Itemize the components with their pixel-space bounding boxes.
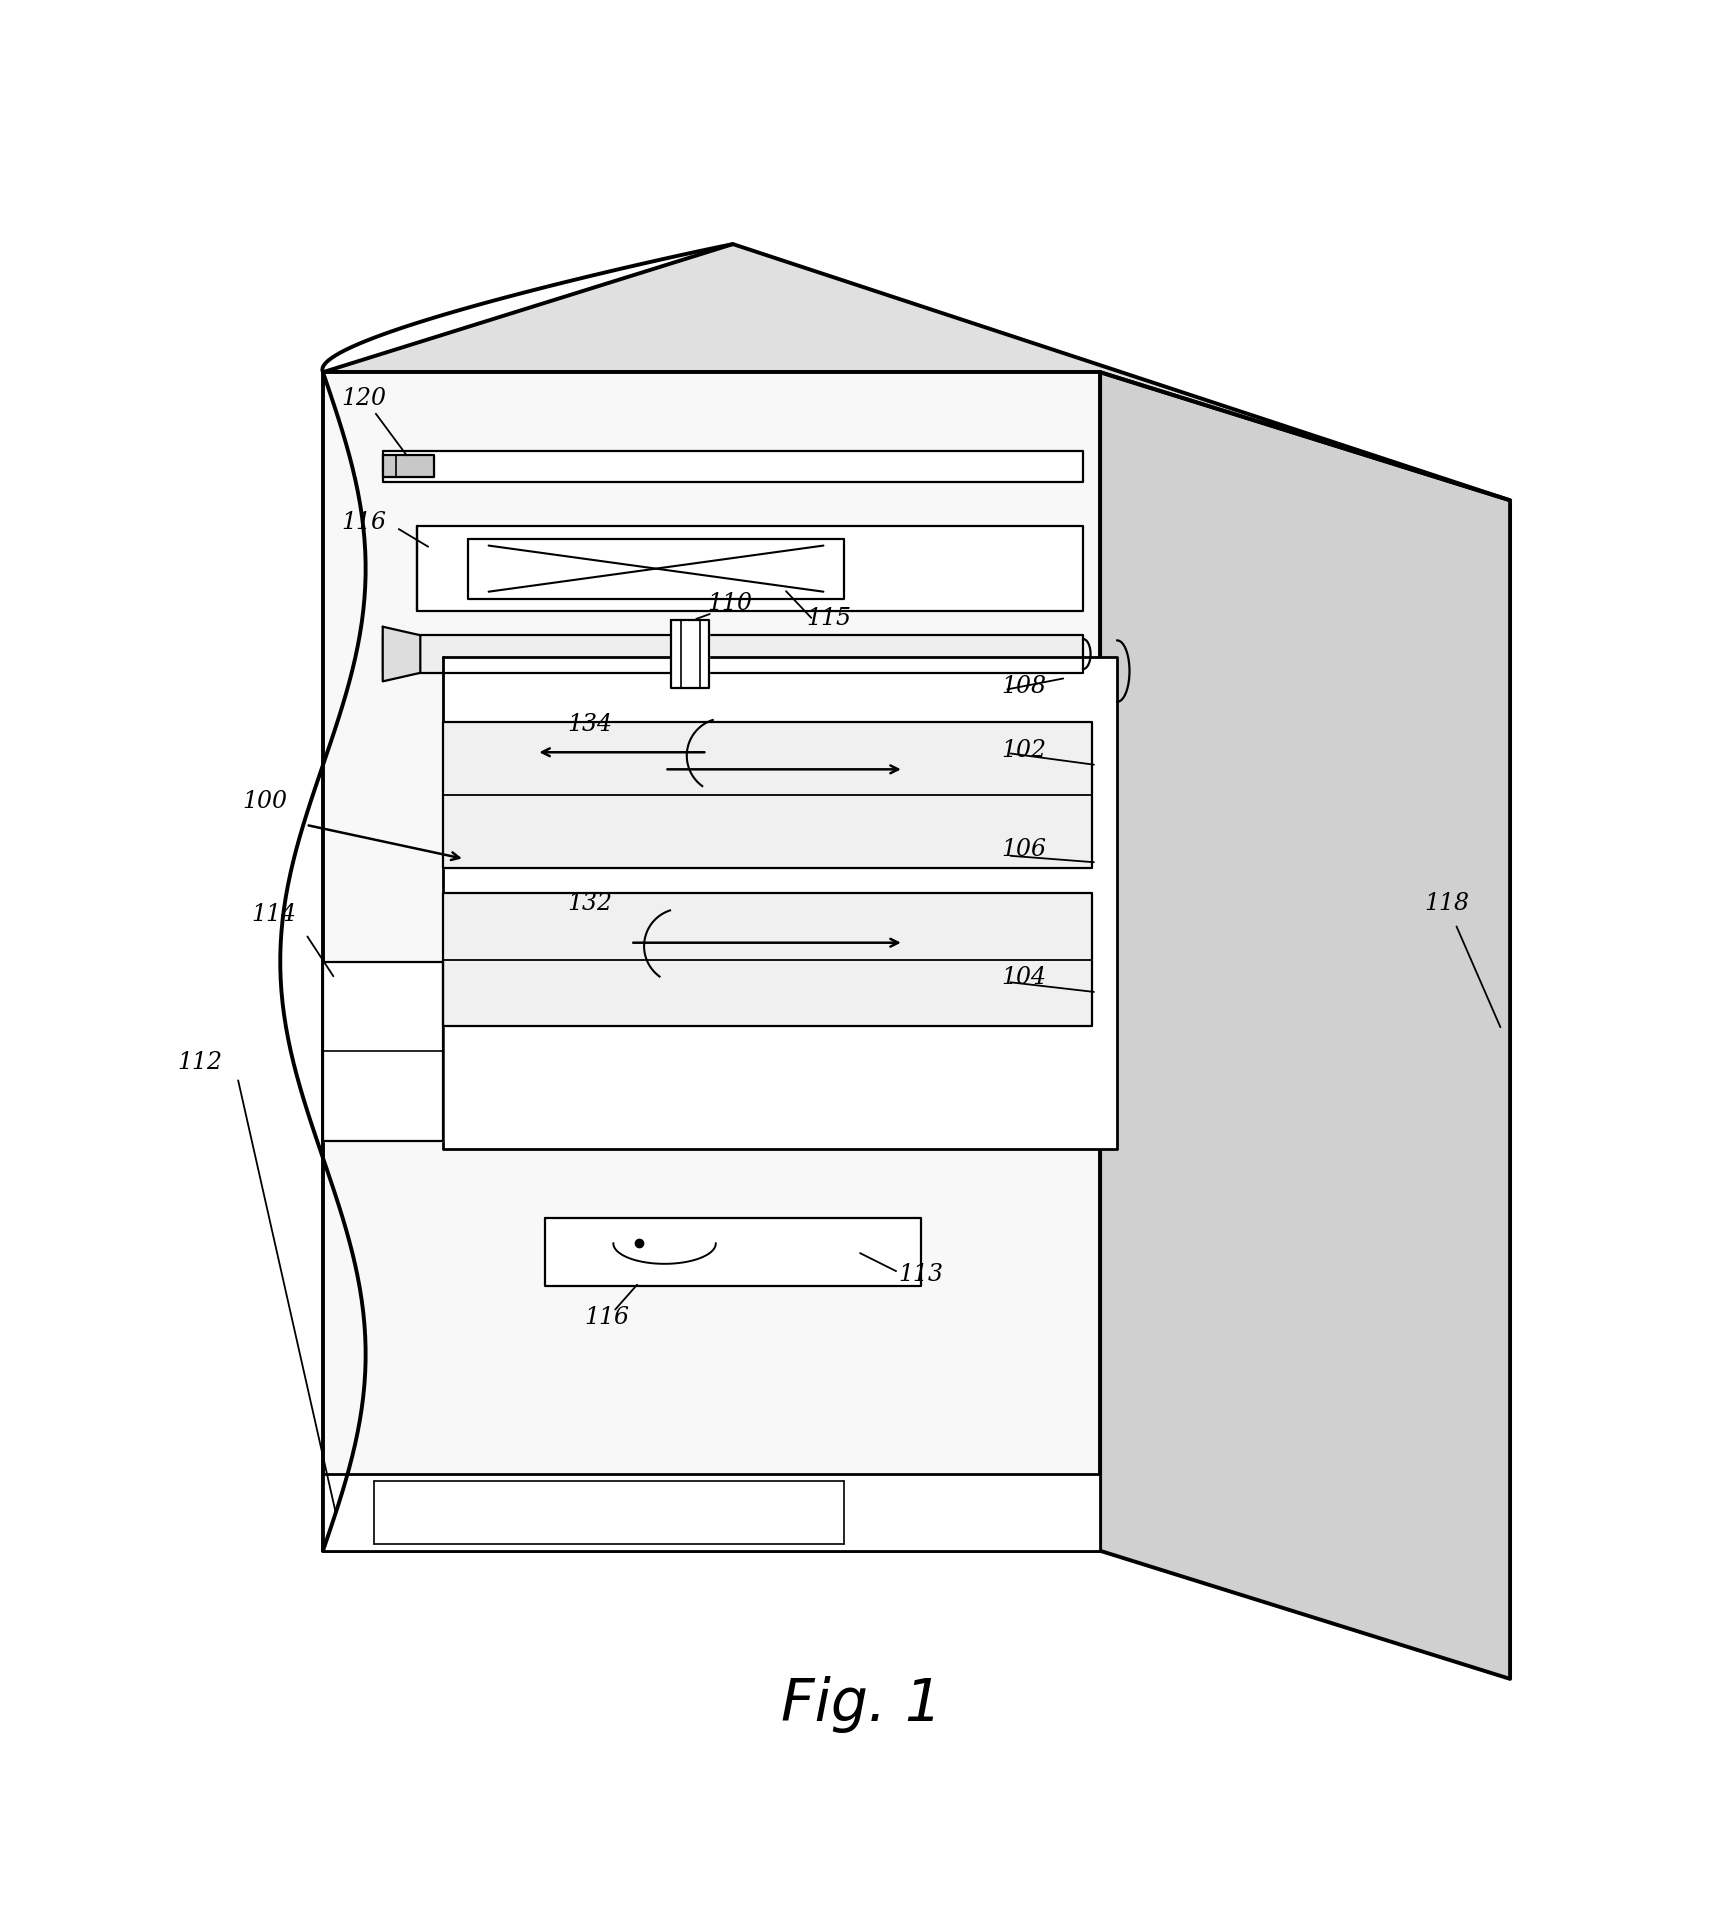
Text: 114: 114 — [251, 902, 296, 925]
Text: 106: 106 — [1000, 838, 1045, 862]
Polygon shape — [417, 525, 1083, 612]
Text: 108: 108 — [1000, 675, 1045, 698]
Polygon shape — [382, 635, 1083, 673]
Text: 132: 132 — [567, 892, 613, 915]
Polygon shape — [324, 373, 1100, 1550]
Text: 118: 118 — [1424, 892, 1469, 915]
Text: Fig. 1: Fig. 1 — [780, 1677, 942, 1733]
Polygon shape — [468, 538, 844, 598]
Text: 100: 100 — [243, 790, 288, 813]
Text: 113: 113 — [899, 1263, 944, 1286]
Text: 134: 134 — [567, 713, 613, 737]
Polygon shape — [1100, 373, 1510, 1679]
Text: 104: 104 — [1000, 965, 1045, 988]
Text: 116: 116 — [584, 1306, 629, 1329]
Polygon shape — [382, 456, 434, 477]
Polygon shape — [672, 619, 709, 688]
Polygon shape — [324, 1473, 1100, 1550]
Text: 115: 115 — [806, 608, 851, 631]
Polygon shape — [544, 1217, 921, 1286]
Text: 102: 102 — [1000, 738, 1045, 762]
Text: 116: 116 — [341, 512, 387, 535]
Polygon shape — [324, 962, 443, 1140]
Polygon shape — [443, 658, 1118, 1150]
Text: 120: 120 — [341, 387, 387, 410]
Polygon shape — [324, 244, 1510, 500]
Text: 110: 110 — [708, 592, 753, 615]
Polygon shape — [443, 892, 1092, 1027]
Polygon shape — [443, 723, 1092, 867]
Polygon shape — [382, 450, 1083, 481]
Polygon shape — [382, 627, 420, 681]
Text: 112: 112 — [177, 1052, 222, 1075]
